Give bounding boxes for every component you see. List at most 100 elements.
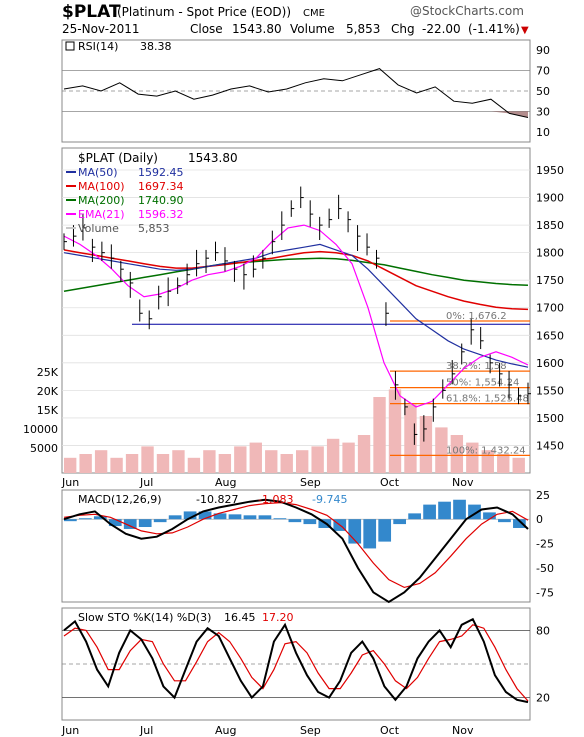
price-legend: $PLAT (Daily) 1543.80 MA(50) 1592.45 MA(10… [66,151,238,235]
volume-bar [342,442,355,473]
volume-tick-label: 15K [37,404,59,417]
stochastic-panel: Slow STO %K(14) %D(3) 16.45 17.20 80 20 J… [61,607,550,737]
macd-hist-bar [258,515,272,520]
macd-hist-bar [438,501,451,520]
rsi-value: 38.38 [140,40,172,53]
rsi-legend: RSI(14) 38.38 [65,40,172,53]
sto-gridlines [62,630,530,698]
price-x-tick-label: Nov [452,476,474,489]
ma100-line [63,249,529,311]
symbol: $PLAT [62,2,121,22]
macd-tick-label: -25 [536,538,554,551]
volume-bar [125,454,139,473]
macd-hist-bar [243,515,257,520]
macd-panel: MACD(12,26,9) -10.827 -1.083 -9.745 25 0 -… [61,489,554,604]
macd-hist-bar [64,519,77,522]
volume-tick-label: 20K [37,385,59,398]
volume-bar [388,389,402,473]
sto-label: Slow STO %K(14) %D(3) [78,611,211,624]
rsi-panel: RSI(14) 38.38 90 70 50 30 10 [61,39,550,143]
sto-tick-label: 80 [536,624,550,637]
macd-hist-bar [138,519,152,528]
macd-hist-bar [78,518,92,520]
rsi-y-axis: 90 70 50 30 10 [536,44,550,139]
price-y-axis: 1950 1900 1850 1800 1750 1700 1650 1600 1550 1500… [536,164,564,452]
exchange: CME [303,8,325,19]
macd-frame [61,489,531,603]
volume-bar [234,446,247,473]
volume-bar [280,454,293,473]
rsi-tick-label: 70 [536,65,550,78]
volume-bar [156,454,170,473]
volume-y-axis: 25K 20K 15K 10000 5000 [23,366,59,455]
rsi-tick-label: 30 [536,105,550,118]
sto-legend: Slow STO %K(14) %D(3) 16.45 17.20 [78,611,294,624]
price-x-tick-label: Jul [139,476,153,489]
close-label: Close [190,22,223,36]
sto-value-1: 16.45 [224,611,256,624]
volume-bar [435,427,448,473]
legend-name: Volume [78,222,119,235]
macd-hist-bar [108,519,122,527]
rsi-gridlines [62,70,530,112]
price-tick-label: 1500 [536,412,564,425]
price-tick-label: 1450 [536,439,564,452]
sto-x-tick-label: Aug [215,724,236,737]
macd-hist-bar [183,511,197,520]
rsi-legend-icon [65,41,75,51]
legend-name: MA(100) [78,180,125,193]
legend-name: MA(200) [78,194,125,207]
macd-hist-bar [153,519,167,523]
ema21-line [63,224,529,408]
close-value: 1543.80 [232,22,282,36]
price-x-tick-label: Oct [380,476,400,489]
volume-bar [203,450,216,473]
macd-hist-bar [408,513,421,520]
macd-legend: MACD(12,26,9) -10.827 -1.083 -9.745 [78,493,347,506]
volume-bar [450,435,464,473]
sto-y-axis: 80 20 [536,624,550,704]
rsi-tick-label: 10 [536,126,550,139]
macd-hist-bar [483,512,496,520]
macd-line [63,498,529,604]
sto-x-tick-label: Nov [452,724,474,737]
price-tick-label: 1600 [536,357,564,370]
macd-hist-bar [453,499,466,520]
volume-value: 5,853 [346,22,380,36]
volume-bar [265,450,278,473]
price-tick-label: 1750 [536,274,564,287]
fib-label: 38.2%: 1,58 [446,361,507,372]
price-tick-label: 1950 [536,164,564,177]
volume-bar [187,457,201,473]
description: (Platinum - Spot Price (EOD)) [117,5,291,19]
price-tick-label: 1800 [536,247,564,260]
macd-label: MACD(12,26,9) [78,493,162,506]
sto-k-line [63,617,529,704]
volume-bar [311,446,324,473]
sto-x-tick-label: Oct [380,724,400,737]
macd-value-1: -10.827 [196,493,238,506]
legend-name: EMA(21) [78,208,125,221]
macd-y-axis: 25 0 -25 -50 -75 [536,489,554,599]
price-x-tick-label: Sep [300,476,321,489]
legend-value: 1592.45 [138,166,184,179]
volume-bar [110,457,123,473]
chart-date: 25-Nov-2011 [62,22,140,36]
macd-hist-bar [123,519,137,529]
macd-hist-bar [423,504,436,520]
macd-value-2: -1.083 [258,493,293,506]
price-title-value: 1543.80 [188,151,238,165]
rsi-label: RSI(14) [78,40,118,53]
price-x-axis: Jun Jul Aug Sep Oct Nov [61,476,474,489]
volume-bar [419,416,433,473]
sto-tick-label: 20 [536,692,550,705]
ma50-line [63,243,529,368]
macd-value-3: -9.745 [312,493,347,506]
ma200-line [63,257,529,292]
macd-hist-bar [273,518,287,520]
chg-value: -22.00 [422,22,461,36]
macd-tick-label: 25 [536,489,550,502]
price-tick-label: 1700 [536,302,564,315]
volume-tick-label: 5000 [30,442,58,455]
